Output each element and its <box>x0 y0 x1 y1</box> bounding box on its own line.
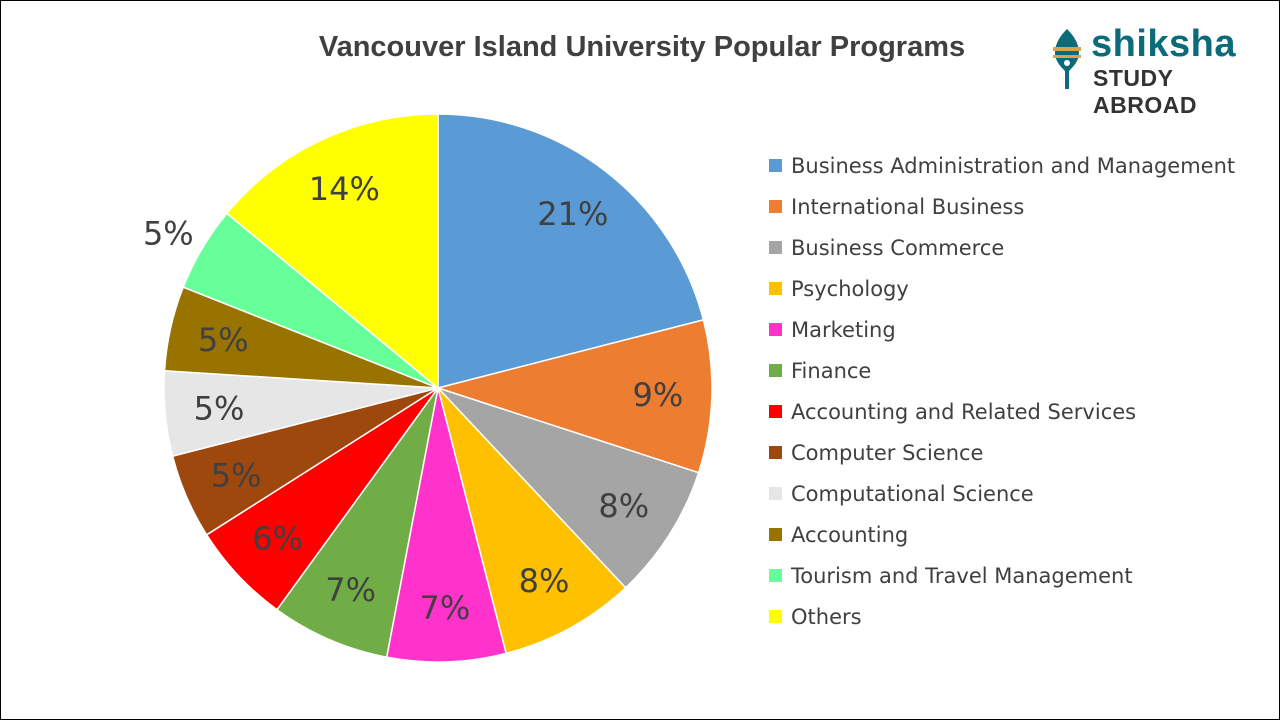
slice-label-8: 5% <box>194 390 245 428</box>
legend-item-11: Others <box>769 596 1269 637</box>
legend-label: Business Commerce <box>791 235 1005 260</box>
pie-slice-5 <box>275 387 439 659</box>
legend-label: Accounting <box>791 522 909 547</box>
shiksha-logo: shiksha STUDY ABROAD <box>1049 21 1269 118</box>
legend-label: Computer Science <box>791 440 984 465</box>
legend-label: Finance <box>791 358 872 383</box>
slice-label-4: 7% <box>420 589 471 627</box>
legend-item-9: Accounting <box>769 514 1269 555</box>
legend-swatch <box>769 528 782 541</box>
legend-label: Tourism and Travel Management <box>791 563 1133 588</box>
legend-swatch <box>769 610 782 623</box>
pen-nib-icon <box>1053 29 1081 89</box>
pie-slice-11 <box>225 113 439 390</box>
slice-label-7: 5% <box>211 456 262 494</box>
pie-slice-4 <box>385 387 508 663</box>
legend-label: Psychology <box>791 276 909 301</box>
legend-label: Accounting and Related Services <box>791 399 1137 424</box>
legend-item-8: Computational Science <box>769 473 1269 514</box>
slice-label-11: 14% <box>309 170 380 208</box>
logo-tagline: STUDY ABROAD <box>1093 65 1197 118</box>
slice-label-1: 9% <box>633 376 684 414</box>
legend-item-10: Tourism and Travel Management <box>769 555 1269 596</box>
legend-label: Others <box>791 604 862 629</box>
legend-label: International Business <box>791 194 1025 219</box>
slice-label-3: 8% <box>519 562 570 600</box>
legend-item-0: Business Administration and Management <box>769 145 1269 186</box>
legend-swatch <box>769 241 782 254</box>
pie-slice-3 <box>437 387 627 655</box>
logo-wordmark: shiksha <box>1091 23 1237 65</box>
legend-label: Marketing <box>791 317 896 342</box>
legend-item-1: International Business <box>769 186 1269 227</box>
slice-label-10: 5% <box>143 214 194 252</box>
legend-swatch <box>769 323 782 336</box>
legend-item-6: Accounting and Related Services <box>769 391 1269 432</box>
legend-swatch <box>769 446 782 459</box>
legend-swatch <box>769 200 782 213</box>
slice-label-5: 7% <box>325 571 376 609</box>
legend-swatch <box>769 405 782 418</box>
legend-swatch <box>769 159 782 172</box>
legend-swatch <box>769 569 782 582</box>
legend-item-4: Marketing <box>769 309 1269 350</box>
legend-swatch <box>769 364 782 377</box>
slice-label-9: 5% <box>198 321 249 359</box>
slice-label-2: 8% <box>598 487 649 525</box>
pie-slice-0 <box>437 113 705 389</box>
legend-label: Computational Science <box>791 481 1034 506</box>
legend-item-7: Computer Science <box>769 432 1269 473</box>
legend-swatch <box>769 487 782 500</box>
legend-label: Business Administration and Management <box>791 153 1236 178</box>
chart-title: Vancouver Island University Popular Prog… <box>318 31 966 63</box>
slice-label-6: 6% <box>252 520 303 558</box>
legend-item-2: Business Commerce <box>769 227 1269 268</box>
legend-item-5: Finance <box>769 350 1269 391</box>
legend-swatch <box>769 282 782 295</box>
chart-legend: Business Administration and Management In… <box>769 145 1269 637</box>
pie-chart: 21% 9% 8% 8% 7% 7% 6% 5% 5% 5% 5% 14% <box>143 113 713 663</box>
legend-item-3: Psychology <box>769 268 1269 309</box>
slice-label-0: 21% <box>537 195 608 233</box>
pie-slice-1 <box>435 318 713 474</box>
pie-slice-2 <box>437 387 700 589</box>
